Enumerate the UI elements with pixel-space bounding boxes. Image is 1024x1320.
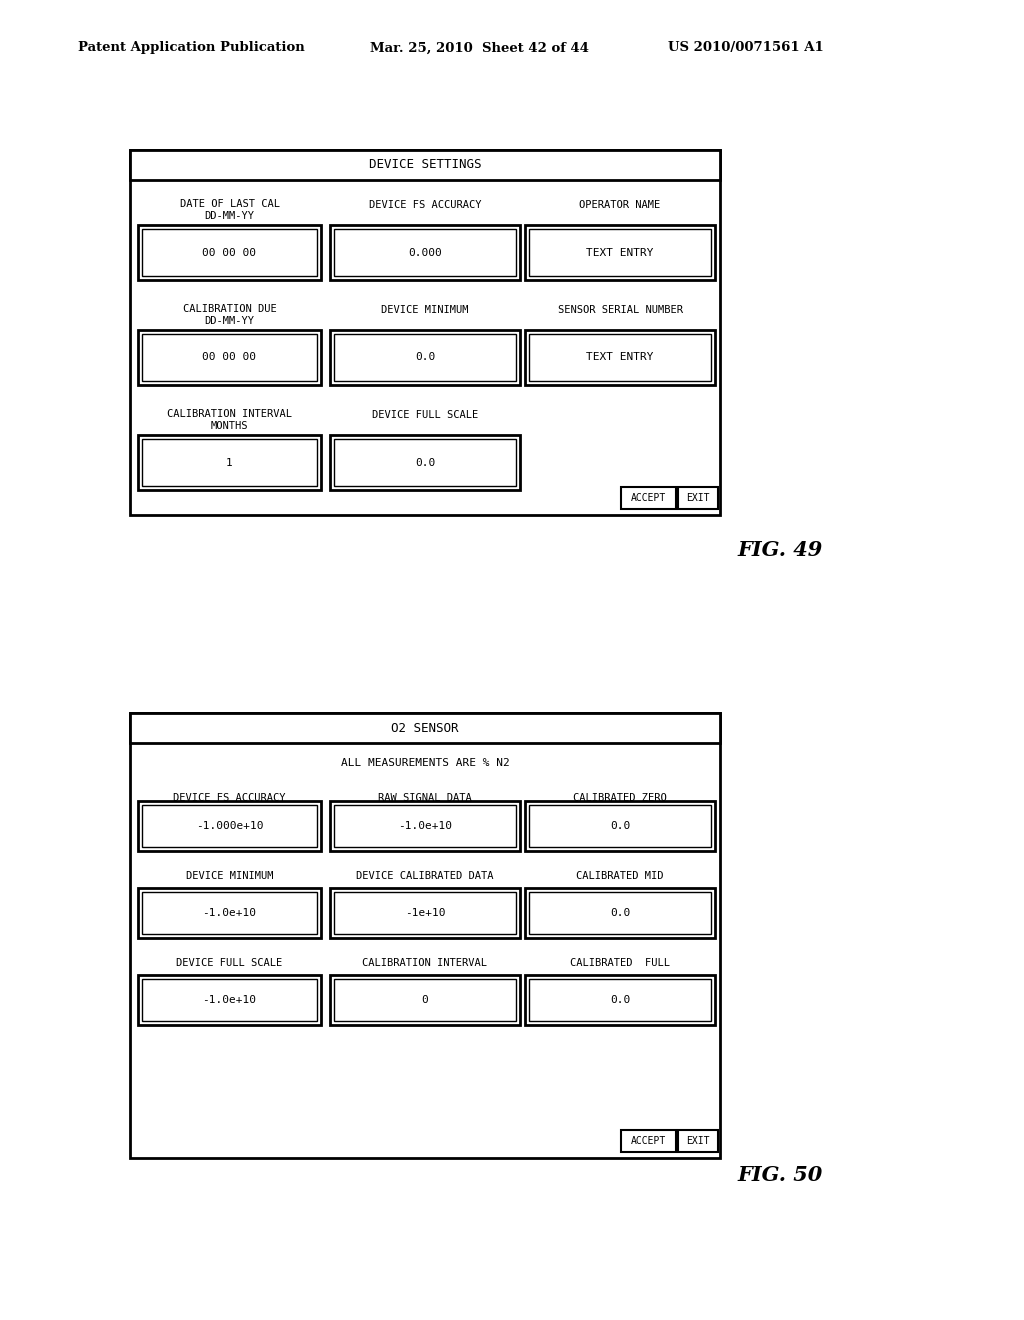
Bar	[138, 801, 321, 851]
Bar	[138, 888, 321, 939]
Text: 1: 1	[226, 458, 232, 467]
Text: TEXT ENTRY: TEXT ENTRY	[587, 248, 653, 257]
Bar	[525, 224, 715, 280]
Text: Mar. 25, 2010  Sheet 42 of 44: Mar. 25, 2010 Sheet 42 of 44	[370, 41, 589, 54]
Bar	[330, 888, 520, 939]
Text: CALIBRATED  FULL: CALIBRATED FULL	[570, 958, 670, 968]
Bar	[334, 979, 516, 1020]
Bar	[525, 888, 715, 939]
Text: DEVICE MINIMUM: DEVICE MINIMUM	[381, 305, 469, 315]
Bar	[138, 436, 321, 490]
Text: DEVICE FULL SCALE: DEVICE FULL SCALE	[176, 958, 283, 968]
Bar	[142, 979, 317, 1020]
Text: FIG. 49: FIG. 49	[737, 540, 822, 560]
Text: OPERATOR NAME: OPERATOR NAME	[580, 201, 660, 210]
Text: EXIT: EXIT	[686, 1137, 710, 1146]
Bar	[529, 979, 711, 1020]
Bar	[334, 892, 516, 935]
Bar	[525, 801, 715, 851]
Text: 0.0: 0.0	[610, 821, 630, 832]
Bar	[678, 1130, 718, 1152]
Bar	[138, 224, 321, 280]
Bar	[142, 805, 317, 847]
Text: CALIBRATED ZERO: CALIBRATED ZERO	[573, 793, 667, 803]
Bar	[621, 487, 676, 510]
Text: ACCEPT: ACCEPT	[631, 1137, 667, 1146]
Bar	[142, 228, 317, 276]
Text: -1.0e+10: -1.0e+10	[398, 821, 452, 832]
Bar	[334, 440, 516, 486]
Bar	[529, 228, 711, 276]
Text: EXIT: EXIT	[686, 492, 710, 503]
Text: CALIBRATED MID: CALIBRATED MID	[577, 871, 664, 880]
Bar	[621, 1130, 676, 1152]
Text: DEVICE FS ACCURACY: DEVICE FS ACCURACY	[369, 201, 481, 210]
Bar	[130, 150, 720, 180]
Bar	[130, 713, 720, 1158]
Text: -1.0e+10: -1.0e+10	[203, 995, 256, 1005]
Text: US 2010/0071561 A1: US 2010/0071561 A1	[668, 41, 823, 54]
Bar	[130, 713, 720, 743]
Text: O2 SENSOR: O2 SENSOR	[391, 722, 459, 734]
Text: CALIBRATION DUE
DD-MM-YY: CALIBRATION DUE DD-MM-YY	[182, 304, 276, 326]
Bar	[334, 228, 516, 276]
Bar	[525, 975, 715, 1026]
Bar	[529, 805, 711, 847]
Text: -1.000e+10: -1.000e+10	[196, 821, 263, 832]
Bar	[330, 801, 520, 851]
Bar	[334, 334, 516, 381]
Bar	[529, 334, 711, 381]
Text: 0.0: 0.0	[415, 352, 435, 363]
Text: 0.0: 0.0	[415, 458, 435, 467]
Text: 0.0: 0.0	[610, 995, 630, 1005]
Bar	[142, 440, 317, 486]
Text: 0.0: 0.0	[610, 908, 630, 917]
Text: DEVICE FULL SCALE: DEVICE FULL SCALE	[372, 411, 478, 420]
Text: DEVICE CALIBRATED DATA: DEVICE CALIBRATED DATA	[356, 871, 494, 880]
Bar	[142, 892, 317, 935]
Text: DEVICE SETTINGS: DEVICE SETTINGS	[369, 158, 481, 172]
Text: Patent Application Publication: Patent Application Publication	[78, 41, 305, 54]
Text: 00 00 00: 00 00 00	[203, 352, 256, 363]
Text: -1.0e+10: -1.0e+10	[203, 908, 256, 917]
Text: CALIBRATION INTERVAL: CALIBRATION INTERVAL	[362, 958, 487, 968]
Bar	[529, 892, 711, 935]
Bar	[142, 334, 317, 381]
Text: DEVICE FS ACCURACY: DEVICE FS ACCURACY	[173, 793, 286, 803]
Bar	[138, 975, 321, 1026]
Text: 0.000: 0.000	[409, 248, 442, 257]
Bar	[330, 330, 520, 385]
Bar	[525, 330, 715, 385]
Text: FIG. 50: FIG. 50	[737, 1166, 822, 1185]
Text: 00 00 00: 00 00 00	[203, 248, 256, 257]
Text: 0: 0	[422, 995, 428, 1005]
Text: DEVICE MINIMUM: DEVICE MINIMUM	[185, 871, 273, 880]
Text: RAW SIGNAL DATA: RAW SIGNAL DATA	[378, 793, 472, 803]
Bar	[330, 224, 520, 280]
Text: ACCEPT: ACCEPT	[631, 492, 667, 503]
Bar	[678, 487, 718, 510]
Text: CALIBRATION INTERVAL
MONTHS: CALIBRATION INTERVAL MONTHS	[167, 409, 292, 430]
Text: TEXT ENTRY: TEXT ENTRY	[587, 352, 653, 363]
Bar	[334, 805, 516, 847]
Text: -1e+10: -1e+10	[404, 908, 445, 917]
Text: DATE OF LAST CAL
DD-MM-YY: DATE OF LAST CAL DD-MM-YY	[179, 199, 280, 220]
Bar	[330, 436, 520, 490]
Text: SENSOR SERIAL NUMBER: SENSOR SERIAL NUMBER	[557, 305, 683, 315]
Bar	[330, 975, 520, 1026]
Bar	[130, 150, 720, 515]
Bar	[138, 330, 321, 385]
Text: ALL MEASUREMENTS ARE % N2: ALL MEASUREMENTS ARE % N2	[341, 758, 509, 768]
